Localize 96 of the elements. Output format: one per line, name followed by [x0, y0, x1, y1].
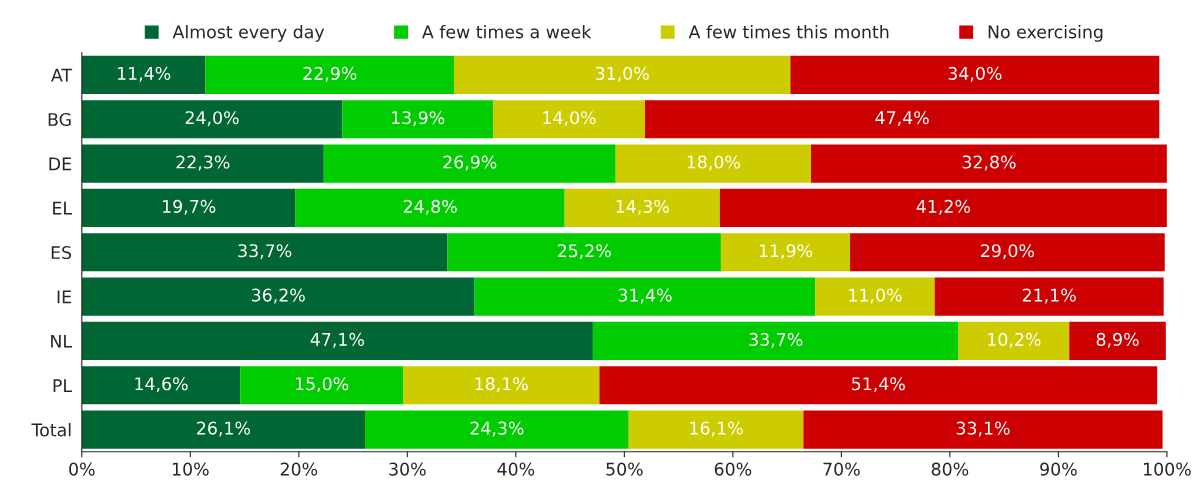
- bar: [815, 277, 935, 316]
- data-label: 18,0%: [687, 155, 740, 171]
- bar: [592, 321, 959, 361]
- data-label: 31,4%: [618, 288, 672, 304]
- data-label: 31,0%: [595, 66, 649, 82]
- bar: [205, 55, 454, 94]
- y-tick-label: IE: [57, 290, 71, 304]
- data-label: 47,1%: [310, 332, 364, 348]
- x-tick-label: 20%: [280, 462, 318, 476]
- bar: [81, 410, 366, 449]
- data-label: 34,0%: [948, 66, 1002, 82]
- bar: [365, 410, 629, 449]
- y-tick-label: AT: [51, 68, 73, 82]
- bar: [81, 321, 593, 361]
- data-label: 36,2%: [251, 288, 305, 304]
- data-label: 22,3%: [176, 155, 230, 171]
- data-label: 41,2%: [916, 199, 970, 215]
- x-tick-label: 60%: [714, 462, 752, 476]
- data-label: 33,1%: [956, 421, 1010, 437]
- legend-label: A few times this month: [688, 24, 889, 39]
- bar: [599, 366, 1158, 405]
- y-tick-label: BG: [48, 112, 71, 127]
- bar: [803, 410, 1163, 449]
- x-tick-label: 0%: [69, 462, 95, 476]
- bar: [564, 188, 720, 227]
- data-label: 26,1%: [197, 421, 251, 437]
- bar: [295, 188, 565, 227]
- bar: [958, 321, 1070, 361]
- x-tick-label: 40%: [497, 462, 535, 476]
- bar: [850, 233, 1165, 272]
- data-label: 22,9%: [303, 66, 357, 82]
- data-label: 14,6%: [135, 377, 188, 393]
- bar: [81, 55, 206, 94]
- legend-label: A few times a week: [422, 24, 592, 39]
- bar: [81, 366, 241, 405]
- bar: [454, 55, 791, 94]
- bar: [720, 233, 851, 272]
- x-tick-label: 10%: [172, 462, 209, 476]
- x-tick-label: 70%: [823, 462, 860, 476]
- y-tick-label: ES: [51, 245, 72, 260]
- bar: [81, 100, 343, 139]
- data-label: 11,4%: [117, 66, 171, 82]
- data-label: 26,9%: [443, 155, 497, 171]
- bar: [811, 144, 1167, 183]
- data-label: 11,9%: [759, 244, 813, 260]
- y-tick-label: PL: [53, 379, 72, 392]
- bar: [240, 366, 403, 405]
- legend-label: No exercising: [988, 24, 1103, 42]
- bar: [447, 233, 721, 272]
- y-tick-label: EL: [53, 201, 72, 215]
- bar: [474, 277, 816, 316]
- data-label: 33,7%: [749, 332, 803, 348]
- bar: [81, 144, 324, 183]
- data-label: 18,1%: [475, 377, 528, 393]
- data-label: 19,7%: [163, 199, 216, 215]
- x-tick-label: 50%: [606, 462, 643, 476]
- bar: [1069, 321, 1166, 361]
- bar: [719, 188, 1167, 227]
- y-tick-label: Total: [31, 423, 71, 437]
- bar: [403, 366, 600, 405]
- bar: [493, 100, 645, 139]
- data-label: 8,9%: [1096, 332, 1139, 348]
- x-tick-label: 80%: [931, 462, 969, 476]
- data-label: 14,3%: [616, 199, 669, 215]
- legend-label: Almost every day: [172, 24, 325, 42]
- data-label: 16,1%: [690, 421, 743, 437]
- data-label: 15,0%: [295, 377, 349, 393]
- bar: [342, 100, 494, 139]
- bar: [934, 277, 1164, 316]
- data-label: 47,4%: [875, 111, 929, 127]
- data-label: 10,2%: [988, 332, 1041, 348]
- data-label: 14,0%: [543, 111, 596, 127]
- data-label: 25,2%: [557, 244, 611, 260]
- data-label: 21,1%: [1022, 288, 1076, 304]
- data-label: 29,0%: [981, 244, 1035, 260]
- bar: [81, 233, 448, 272]
- x-tick-label: 90%: [1040, 462, 1077, 476]
- data-label: 24,8%: [403, 199, 457, 215]
- bar: [81, 277, 475, 316]
- y-tick-label: NL: [51, 334, 72, 348]
- bar: [81, 188, 296, 227]
- data-label: 24,3%: [470, 421, 524, 437]
- data-label: 51,4%: [852, 377, 905, 393]
- data-label: 32,8%: [962, 155, 1016, 171]
- y-tick-label: DE: [49, 157, 71, 171]
- data-label: 33,7%: [238, 244, 292, 260]
- bar: [323, 144, 616, 183]
- bar: [628, 410, 804, 449]
- bar: [615, 144, 811, 183]
- bar: [790, 55, 1160, 94]
- bar: [644, 100, 1160, 139]
- data-label: 11,0%: [849, 288, 902, 304]
- data-label: 13,9%: [391, 111, 445, 127]
- x-tick-label: 100%: [1144, 462, 1191, 476]
- data-label: 24,0%: [185, 111, 239, 127]
- x-tick-label: 30%: [389, 462, 426, 476]
